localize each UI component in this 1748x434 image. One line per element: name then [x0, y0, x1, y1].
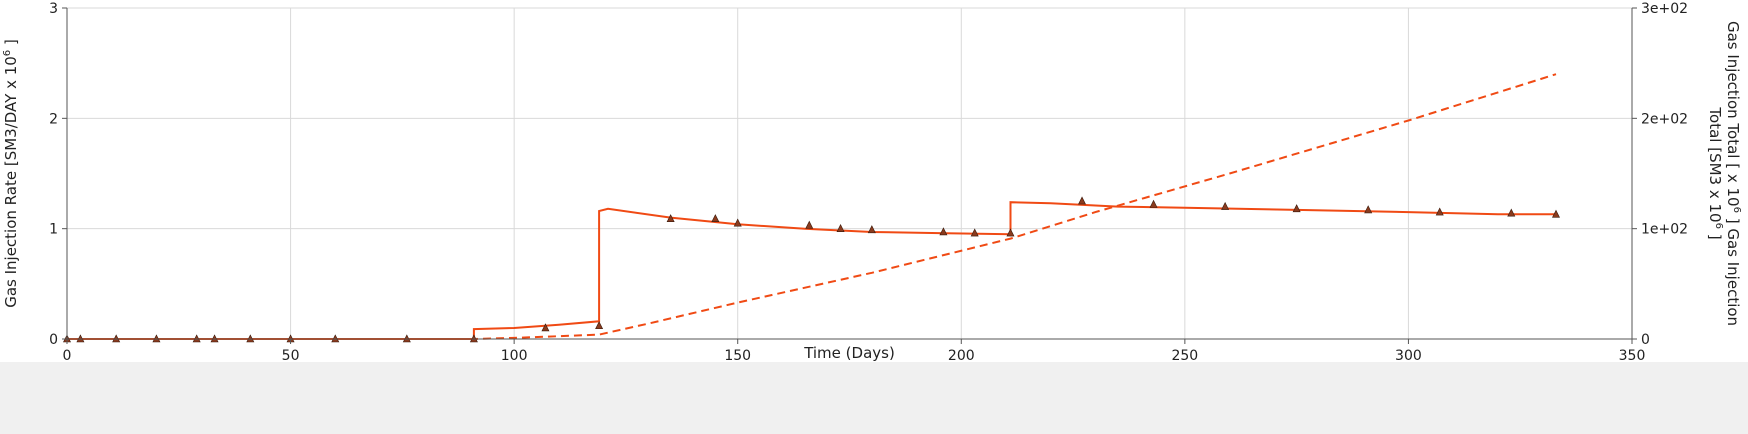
data-point-marker: [1292, 204, 1301, 213]
y-left-tick-label: 2: [49, 111, 58, 127]
y-left-label-exp: 6: [2, 50, 13, 56]
y-left-axis-label: Gas Injection Rate [SM3/DAY x 106 ]: [2, 39, 20, 308]
x-tick-label: 0: [63, 348, 72, 362]
y-right-axis-label-line1: Gas Injection Total [ x 106 ] Gas Inject…: [1724, 21, 1742, 326]
data-point-marker: [1507, 208, 1516, 217]
data-point-marker: [939, 227, 948, 236]
x-tick-label: 100: [501, 348, 528, 362]
y-right-tick-label: 0: [1641, 332, 1650, 348]
data-point-marker: [805, 220, 814, 229]
y-left-label-main: Gas Injection Rate [SM3/DAY x 10: [2, 56, 20, 308]
y-right-axis-label-line2: Total [SM3 x 106 ]: [1706, 106, 1724, 239]
x-tick-label: 300: [1395, 348, 1422, 362]
y-right-tick-label: 1e+02: [1641, 222, 1688, 238]
line-chart: 0 50 100 150 200 250 300 350012301e+022e+023e+0…: [2, 1, 1742, 362]
data-point-marker: [1364, 205, 1373, 214]
gas-injection-total-line: [67, 73, 1557, 340]
data-point-marker: [1552, 209, 1560, 218]
y-right-tick-label: 3e+02: [1641, 1, 1688, 17]
y-left-tick-label: 3: [49, 1, 58, 17]
y-left-tick-label: 1: [49, 222, 58, 238]
y-right-label2-end: ]: [1706, 229, 1724, 240]
x-axis-label: Time (Days): [803, 344, 895, 362]
y-right-label1-main: Gas Injection Total [ x 10: [1724, 21, 1742, 207]
data-point-marker: [1078, 196, 1086, 205]
chart-area: 0 50 100 150 200 250 300 350 0 1 2 3 0 1e+02 2e+02 3e+0…: [0, 0, 1748, 362]
y-right-label2-main: Total [SM3 x 10: [1706, 106, 1724, 222]
data-point-marker: [595, 321, 604, 330]
y-right-label1-exp: 6: [1731, 207, 1742, 213]
data-point-marker: [541, 323, 550, 332]
x-tick-label: 200: [948, 348, 975, 362]
grid: [66, 7, 1633, 340]
data-point-marker: [666, 214, 675, 223]
data-point-marker: [867, 225, 876, 234]
axes: 0 50 100 150 200 250 300 350012301e+022e+023e+0…: [49, 1, 1688, 362]
data-point-marker: [1149, 199, 1158, 208]
y-left-label-end: ]: [2, 39, 20, 50]
y-right-label2-exp: 6: [1713, 223, 1724, 229]
data-point-marker: [711, 214, 720, 223]
x-tick-label: 50: [282, 348, 300, 362]
x-tick-label: 150: [724, 348, 751, 362]
data-point-marker: [733, 218, 742, 227]
data-point-marker: [1006, 228, 1015, 237]
y-right-tick-label: 2e+02: [1641, 111, 1688, 127]
x-tick-label: 250: [1171, 348, 1198, 362]
y-left-tick-label: 0: [49, 332, 58, 348]
data-point-marker: [1435, 207, 1444, 216]
y-right-label1-end: ] Gas Injection: [1724, 213, 1742, 326]
data-point-marker: [1221, 201, 1230, 210]
data-point-marker: [970, 228, 979, 237]
data-point-marker: [836, 223, 845, 232]
x-tick-label: 350: [1619, 348, 1646, 362]
series-layer: [63, 73, 1560, 343]
